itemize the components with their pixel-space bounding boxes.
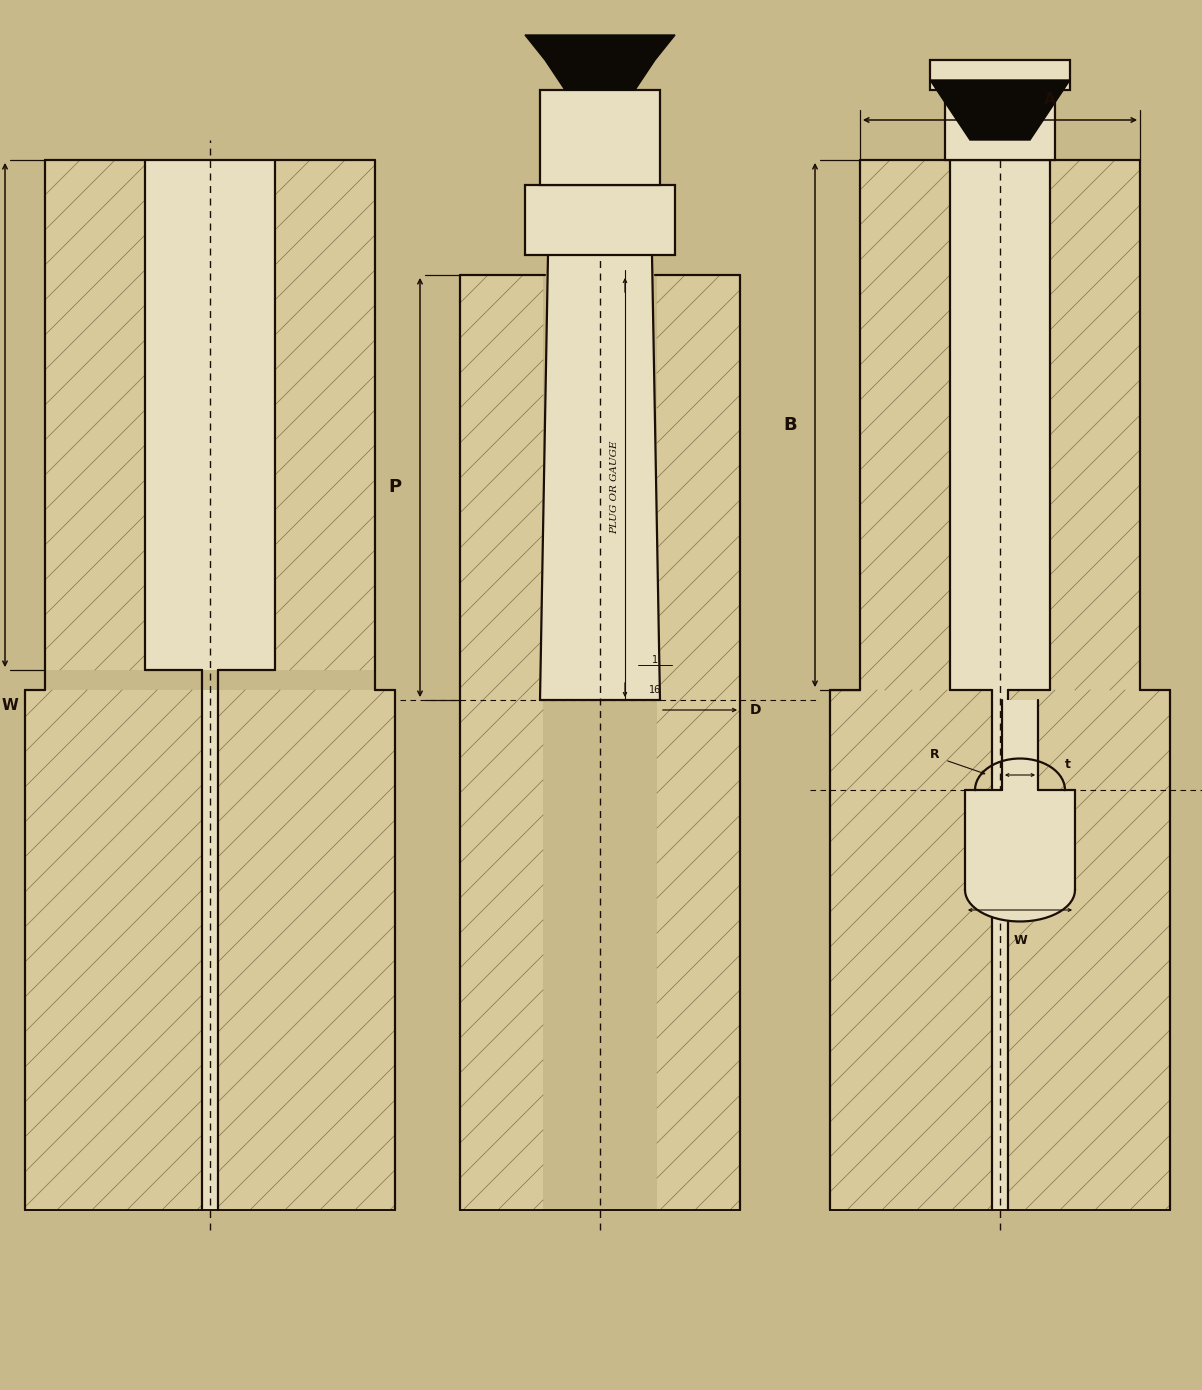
Text: PLUG OR GAUGE: PLUG OR GAUGE (611, 441, 619, 534)
Bar (1051, 160, 1139, 689)
Text: R: R (930, 748, 940, 762)
Bar (1002, 701, 1039, 790)
Bar (945, 90, 1055, 160)
Bar (540, 90, 660, 185)
Bar (145, 160, 275, 670)
Text: A: A (1045, 93, 1055, 107)
Polygon shape (930, 81, 1070, 140)
Bar (202, 689, 218, 1211)
Bar (218, 689, 395, 1211)
Polygon shape (540, 254, 660, 701)
Text: D: D (750, 703, 762, 717)
Text: 16: 16 (649, 685, 661, 695)
Bar (859, 160, 950, 689)
Bar (275, 160, 375, 670)
Text: W: W (1013, 934, 1027, 947)
Polygon shape (965, 890, 1075, 922)
Bar (44, 160, 145, 670)
Bar (460, 275, 543, 1211)
Text: P: P (388, 478, 401, 496)
Polygon shape (525, 35, 676, 90)
Polygon shape (965, 790, 1075, 890)
Text: 1: 1 (651, 655, 657, 664)
Bar (950, 160, 1051, 689)
Text: W: W (1, 698, 18, 713)
Bar (657, 275, 740, 1211)
Bar (930, 60, 1070, 90)
Bar (525, 185, 676, 254)
Text: B: B (784, 416, 797, 434)
Bar (831, 689, 992, 1211)
Bar (25, 689, 202, 1211)
Bar (992, 689, 1008, 1211)
Bar (1008, 689, 1170, 1211)
Text: t: t (1065, 759, 1071, 771)
